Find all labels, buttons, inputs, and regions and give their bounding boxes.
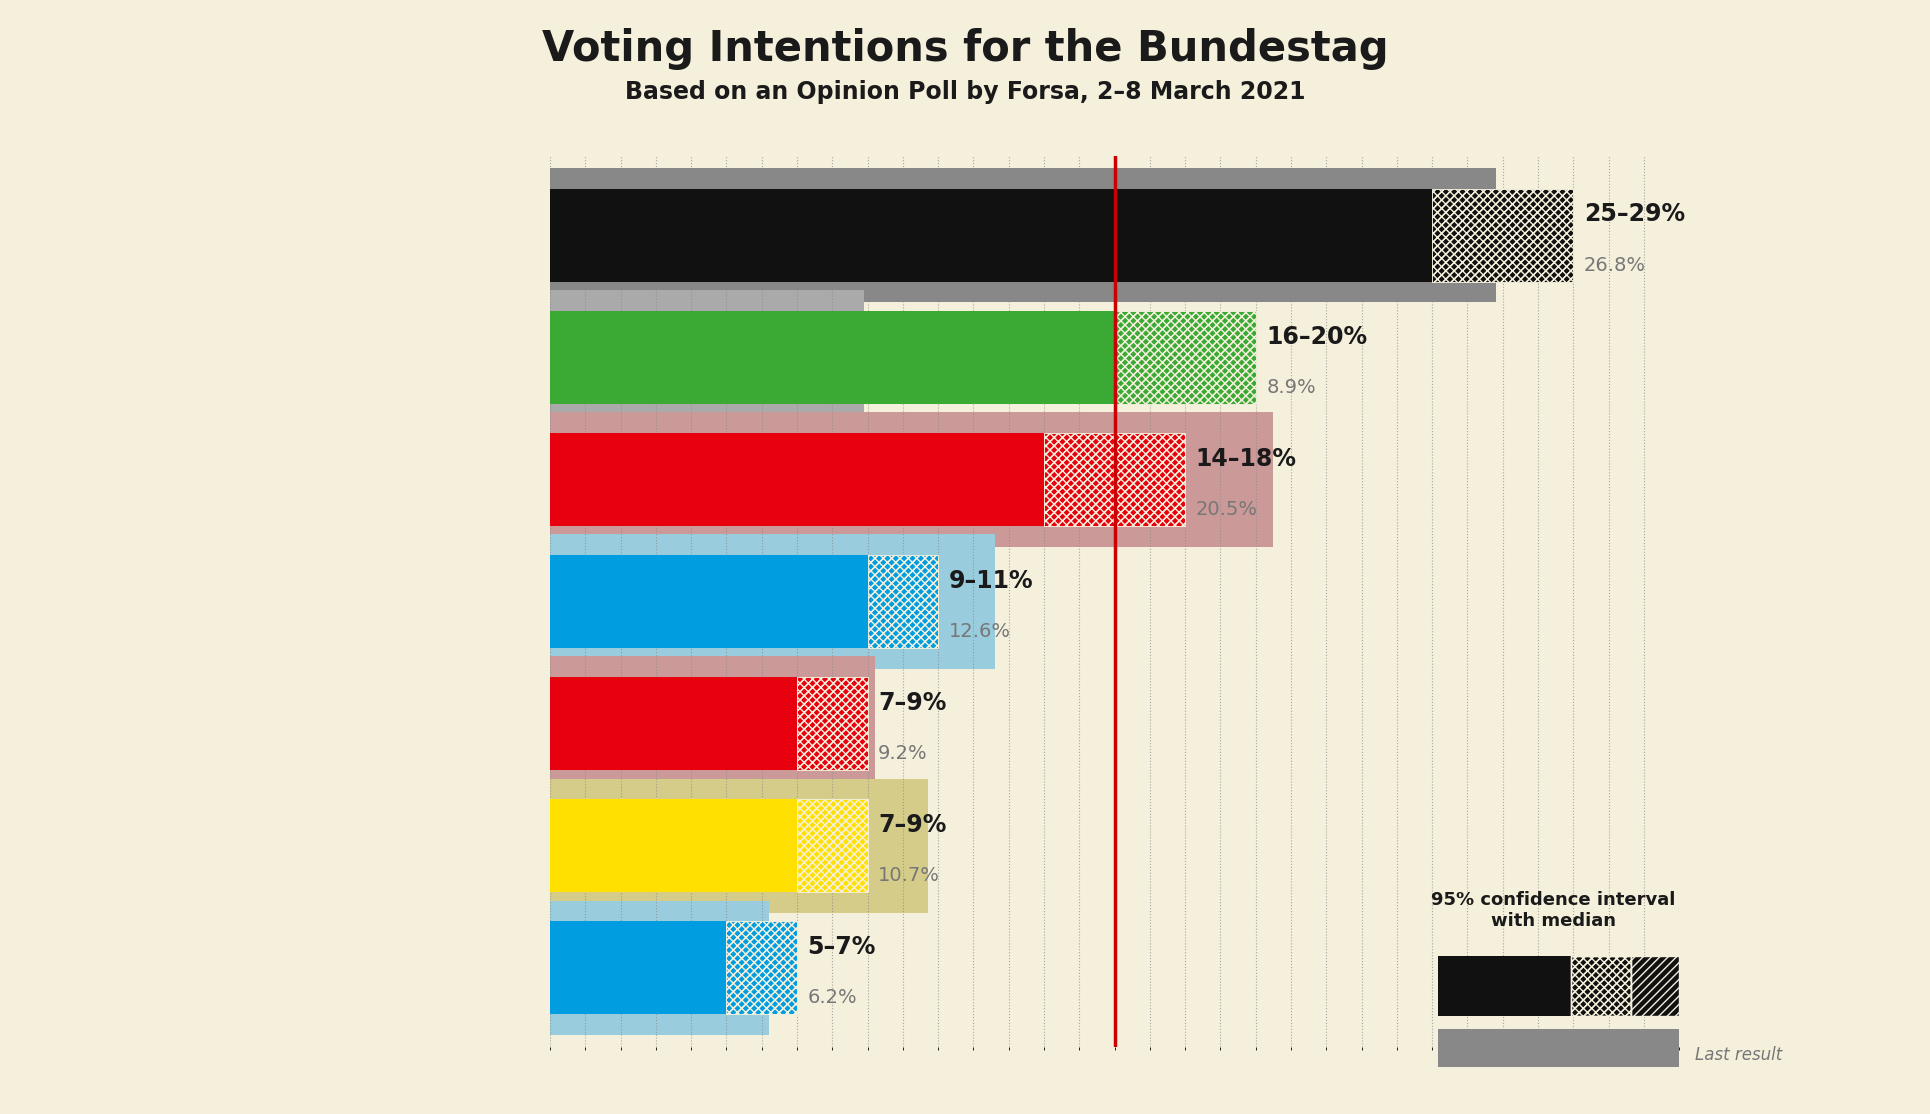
Bar	[797, 677, 868, 770]
Bar	[550, 189, 1432, 282]
Bar	[1114, 311, 1256, 403]
Text: 12.6%: 12.6%	[950, 623, 1011, 642]
Bar	[550, 555, 868, 648]
Bar	[550, 779, 928, 912]
Text: 6.2%: 6.2%	[807, 988, 857, 1007]
Bar	[1044, 433, 1185, 526]
Text: 9.2%: 9.2%	[878, 744, 928, 763]
Text: 14–18%: 14–18%	[1197, 447, 1297, 470]
Bar	[550, 800, 797, 892]
Bar	[1631, 956, 1679, 1016]
Bar	[550, 433, 1044, 526]
Bar	[550, 921, 726, 1014]
Bar	[550, 535, 994, 668]
Bar	[1044, 433, 1185, 526]
Bar	[1432, 189, 1573, 282]
Bar	[868, 555, 938, 648]
Text: 16–20%: 16–20%	[1266, 324, 1368, 349]
Text: 7–9%: 7–9%	[878, 813, 946, 837]
Text: Last result: Last result	[1695, 1046, 1781, 1064]
Bar	[726, 921, 797, 1014]
Bar	[1438, 956, 1571, 1016]
Text: 26.8%: 26.8%	[1585, 256, 1646, 275]
Text: Based on an Opinion Poll by Forsa, 2–8 March 2021: Based on an Opinion Poll by Forsa, 2–8 M…	[625, 80, 1305, 105]
Text: 7–9%: 7–9%	[878, 691, 946, 715]
Bar	[550, 900, 768, 1035]
Bar	[1432, 189, 1573, 282]
Text: 95% confidence interval
with median: 95% confidence interval with median	[1432, 891, 1675, 930]
Bar	[550, 311, 1114, 403]
Bar	[726, 921, 797, 1014]
Bar	[550, 412, 1274, 547]
Bar	[550, 677, 797, 770]
Bar	[550, 168, 1496, 303]
Bar	[868, 555, 938, 648]
Bar	[797, 800, 868, 892]
Text: 5–7%: 5–7%	[807, 935, 876, 959]
Text: 9–11%: 9–11%	[950, 568, 1033, 593]
Bar	[1114, 311, 1256, 403]
Text: 10.7%: 10.7%	[878, 867, 940, 886]
Bar	[1571, 956, 1631, 1016]
Text: 25–29%: 25–29%	[1585, 203, 1685, 226]
Text: 8.9%: 8.9%	[1266, 378, 1316, 397]
Bar	[550, 656, 874, 791]
Text: Voting Intentions for the Bundestag: Voting Intentions for the Bundestag	[542, 28, 1388, 70]
Text: 20.5%: 20.5%	[1197, 500, 1258, 519]
Bar	[797, 800, 868, 892]
Bar	[550, 291, 865, 424]
Bar	[1571, 956, 1631, 1016]
Bar	[797, 677, 868, 770]
